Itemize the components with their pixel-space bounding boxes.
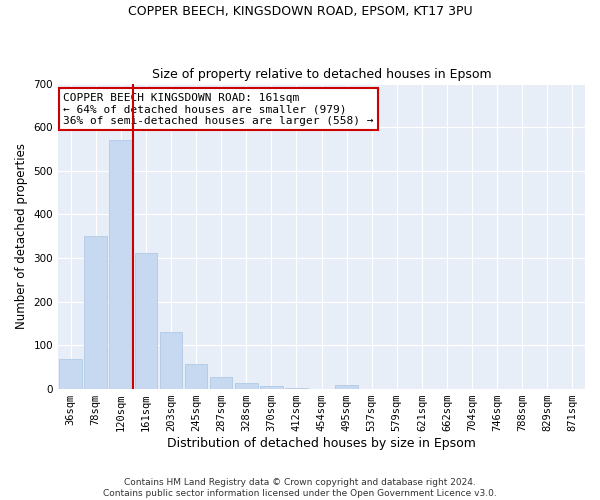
Bar <box>109 140 132 389</box>
Bar <box>85 236 107 389</box>
Y-axis label: Number of detached properties: Number of detached properties <box>15 144 28 330</box>
Text: COPPER BEECH, KINGSDOWN ROAD, EPSOM, KT17 3PU: COPPER BEECH, KINGSDOWN ROAD, EPSOM, KT1… <box>128 5 472 18</box>
Bar <box>260 386 283 389</box>
Title: Size of property relative to detached houses in Epsom: Size of property relative to detached ho… <box>152 68 491 81</box>
Text: COPPER BEECH KINGSDOWN ROAD: 161sqm
← 64% of detached houses are smaller (979)
3: COPPER BEECH KINGSDOWN ROAD: 161sqm ← 64… <box>64 92 374 126</box>
Bar <box>59 360 82 389</box>
Bar <box>285 388 308 389</box>
Bar <box>210 377 232 389</box>
Bar <box>335 385 358 389</box>
Bar <box>160 332 182 389</box>
Bar <box>134 253 157 389</box>
Text: Contains HM Land Registry data © Crown copyright and database right 2024.
Contai: Contains HM Land Registry data © Crown c… <box>103 478 497 498</box>
Bar <box>185 364 208 389</box>
Bar <box>235 382 257 389</box>
X-axis label: Distribution of detached houses by size in Epsom: Distribution of detached houses by size … <box>167 437 476 450</box>
